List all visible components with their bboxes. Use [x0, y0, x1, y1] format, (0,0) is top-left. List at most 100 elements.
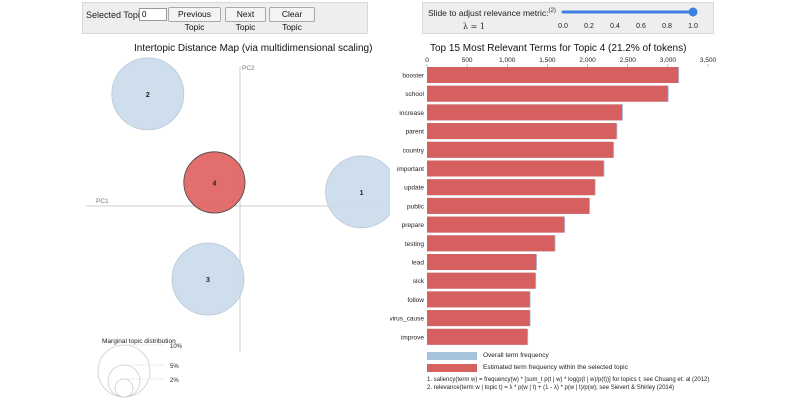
relevance-slider-panel: Slide to adjust relevance metric:(2) λ =… — [422, 2, 714, 34]
term-label[interactable]: improve — [401, 334, 425, 341]
slider-tick-label: 0.2 — [584, 23, 594, 30]
legend-estimated-label: Estimated term frequency within the sele… — [483, 364, 628, 371]
slider-handle[interactable] — [688, 7, 698, 17]
term-label[interactable]: follow — [407, 297, 424, 304]
marginal-level-label: 5% — [170, 364, 179, 370]
estimated-frequency-bar[interactable] — [427, 235, 555, 252]
term-label[interactable]: parent — [406, 129, 425, 136]
topic-controls-panel: Selected Topic: Previous Topic Next Topi… — [82, 2, 368, 34]
relevant-terms-bar-chart: 0 500 1,000 1,500 2,000 2,500 3,000 3,500 boost… — [390, 57, 717, 345]
term-bar-follow[interactable] — [427, 291, 531, 308]
term-bar-update[interactable] — [427, 179, 596, 196]
next-topic-button[interactable]: Next Topic — [225, 7, 266, 32]
estimated-frequency-bar[interactable] — [427, 179, 595, 196]
topic-circle-shape[interactable] — [171, 242, 245, 316]
relevance-slider[interactable]: 0.0 0.2 0.4 0.6 0.8 1.0 — [553, 3, 713, 33]
topic-circle-shape[interactable] — [183, 151, 246, 214]
x-tick-label: 1,500 — [539, 57, 556, 64]
topic-circle-label: 3 — [206, 277, 210, 284]
slider-tick-label: 1.0 — [688, 23, 698, 30]
pc1-label: PC1 — [96, 198, 109, 205]
term-label[interactable]: public — [407, 203, 425, 210]
estimated-frequency-bar[interactable] — [427, 104, 623, 121]
x-tick-label: 500 — [462, 57, 473, 64]
topic-circle-2[interactable]: 2 — [111, 57, 185, 131]
slider-tick-label: 0.8 — [662, 23, 672, 30]
previous-topic-button[interactable]: Previous Topic — [168, 7, 221, 32]
slider-tick-label: 0.0 — [558, 23, 568, 30]
estimated-frequency-bar[interactable] — [427, 272, 536, 289]
term-bar-lead[interactable] — [427, 254, 537, 270]
footnote-saliency: 1. saliency(term w) = frequency(w) * [su… — [427, 377, 710, 383]
term-label[interactable]: lead — [412, 260, 425, 267]
term-label[interactable]: increase — [399, 110, 424, 117]
term-label[interactable]: prepare — [402, 222, 425, 229]
topic-circle-label: 2 — [146, 92, 150, 99]
term-bar-important[interactable] — [427, 160, 605, 177]
pc2-label: PC2 — [242, 65, 255, 72]
selected-topic-label: Selected Topic: — [86, 10, 147, 20]
estimated-frequency-bar[interactable] — [427, 160, 604, 177]
topic-circle-4[interactable]: 4 — [183, 151, 246, 214]
term-label[interactable]: school — [405, 91, 424, 98]
term-label[interactable]: booster — [402, 73, 425, 80]
term-label[interactable]: update — [404, 185, 424, 192]
term-label[interactable]: important — [397, 166, 424, 173]
term-bar-testing[interactable] — [427, 235, 556, 252]
x-tick-label: 3,000 — [660, 57, 677, 64]
x-tick-label: 2,000 — [579, 57, 596, 64]
topic-circle-1[interactable]: 1 — [325, 155, 390, 229]
estimated-frequency-bar[interactable] — [427, 310, 530, 327]
term-label[interactable]: country — [403, 147, 425, 154]
estimated-frequency-bar[interactable] — [427, 197, 590, 214]
term-bar-parent[interactable] — [427, 123, 618, 140]
clear-topic-button[interactable]: Clear Topic — [269, 7, 315, 32]
relevance-slider-label: Slide to adjust relevance metric:(2) — [428, 8, 556, 18]
topic-circle-3[interactable]: 3 — [171, 242, 245, 316]
topic-circle-label: 1 — [360, 190, 364, 197]
estimated-frequency-bar[interactable] — [427, 85, 668, 102]
marginal-level-label: 2% — [170, 378, 179, 384]
marginal-circle — [114, 378, 134, 398]
term-bar-school[interactable] — [427, 85, 669, 102]
marginal-circle — [107, 364, 141, 398]
legend-overall-label: Overall term frequency — [483, 352, 549, 359]
term-bar-sick[interactable] — [427, 272, 537, 289]
bar-chart-title: Top 15 Most Relevant Terms for Topic 4 (… — [430, 43, 687, 54]
term-bar-virus_cause[interactable] — [427, 310, 531, 327]
intertopic-distance-map: PC2 PC1 1 2 3 4 Marginal topic distribution 2… — [86, 57, 390, 398]
topic-circle-shape[interactable] — [111, 57, 185, 131]
x-tick-label: 0 — [425, 57, 429, 64]
topic-circle-label: 4 — [212, 180, 216, 187]
lambda-value-text: λ = 1 — [463, 22, 485, 31]
estimated-frequency-bar[interactable] — [427, 254, 537, 270]
intertopic-map-title: Intertopic Distance Map (via multidimens… — [134, 43, 373, 54]
x-tick-label: 3,500 — [700, 57, 717, 64]
estimated-frequency-bar[interactable] — [427, 141, 614, 158]
marginal-circle — [97, 344, 151, 398]
legend-overall-swatch — [427, 352, 477, 360]
estimated-frequency-bar[interactable] — [427, 291, 530, 308]
term-bar-increase[interactable] — [427, 104, 623, 121]
estimated-frequency-bar[interactable] — [427, 216, 565, 233]
term-label[interactable]: sick — [413, 278, 425, 285]
term-label[interactable]: virus_cause — [390, 316, 424, 323]
footnote-relevance: 2. relevance(term w | topic t) = λ * p(w… — [427, 385, 675, 391]
marginal-distribution-label: Marginal topic distribution — [102, 338, 176, 345]
legend-estimated-swatch — [427, 364, 477, 372]
estimated-frequency-bar[interactable] — [427, 123, 617, 140]
selected-topic-input[interactable] — [139, 8, 167, 21]
slider-tick-label: 0.6 — [636, 23, 646, 30]
term-bar-booster[interactable] — [427, 67, 680, 83]
estimated-frequency-bar[interactable] — [427, 328, 528, 345]
x-tick-label: 1,000 — [499, 57, 516, 64]
term-bar-public[interactable] — [427, 197, 590, 214]
term-bar-prepare[interactable] — [427, 216, 566, 233]
topic-circle-shape[interactable] — [325, 155, 390, 229]
term-bar-improve[interactable] — [427, 328, 529, 345]
estimated-frequency-bar[interactable] — [427, 67, 679, 83]
marginal-level-label: 10% — [170, 344, 183, 350]
term-bar-country[interactable] — [427, 141, 615, 158]
term-label[interactable]: testing — [405, 241, 425, 248]
slider-tick-label: 0.4 — [610, 23, 620, 30]
